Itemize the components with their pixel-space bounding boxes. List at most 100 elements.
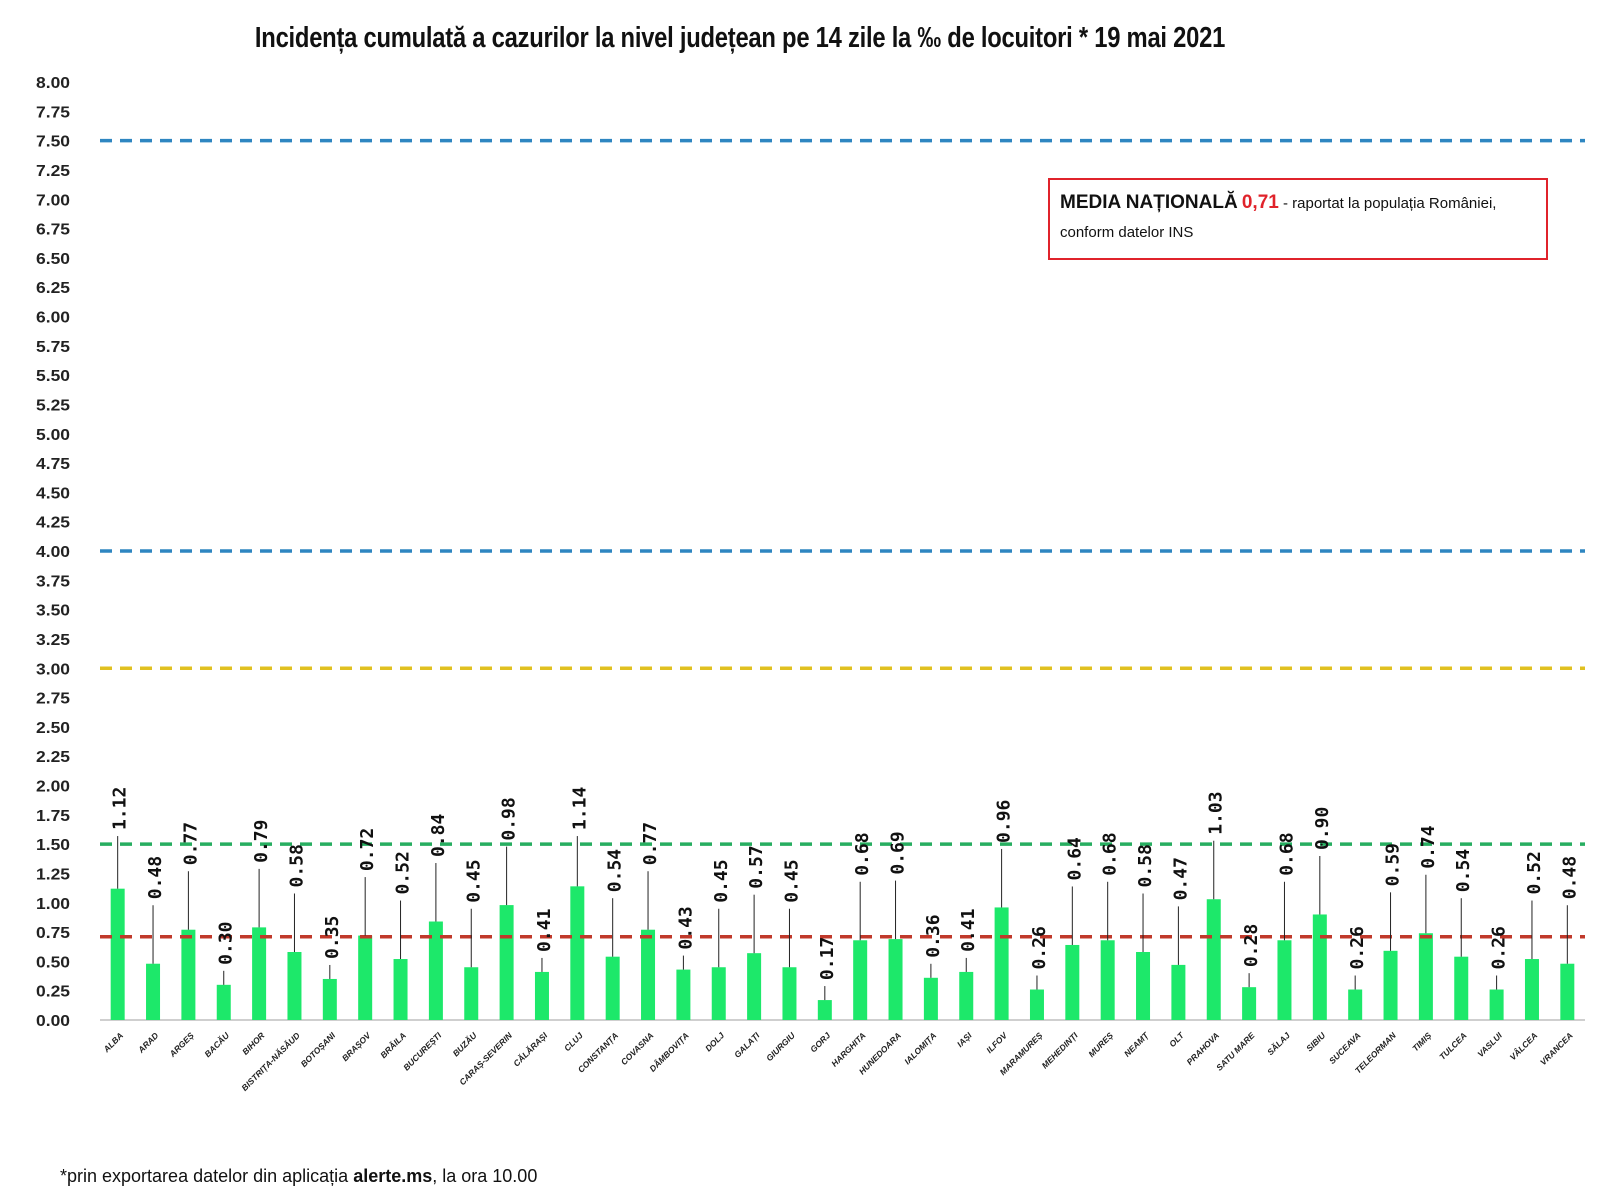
- y-tick-label: 2.00: [36, 779, 70, 796]
- bar: [428, 921, 443, 1020]
- y-tick-label: 3.75: [36, 573, 70, 590]
- bar: [1454, 956, 1469, 1020]
- annotation-text-2: conform datelor INS: [1060, 224, 1194, 241]
- bar: [252, 927, 267, 1020]
- footnote: *prin exportarea datelor din aplicația a…: [60, 1166, 537, 1187]
- data-label: 0.35: [322, 916, 343, 959]
- y-tick-label: 6.00: [36, 310, 70, 327]
- x-tick-label: CĂLĂRAȘI: [511, 1029, 550, 1068]
- bar: [1277, 940, 1292, 1020]
- footnote-prefix: *prin exportarea datelor din aplicația: [60, 1166, 354, 1186]
- bar: [1171, 964, 1186, 1020]
- x-tick-label: BUZĂU: [450, 1029, 479, 1058]
- data-label: 0.77: [640, 822, 661, 865]
- y-tick-label: 4.50: [36, 485, 70, 502]
- data-label: 0.54: [605, 849, 626, 893]
- y-tick-label: 7.25: [36, 163, 70, 180]
- data-label: 0.26: [1347, 926, 1368, 969]
- data-label: 0.79: [251, 820, 272, 863]
- x-tick-label: HARGHITA: [829, 1030, 867, 1068]
- bar: [747, 953, 762, 1020]
- national-average-annotation: MEDIA NAȚIONALĂ 0,71 - raportat la popul…: [1048, 178, 1548, 260]
- x-tick-label: SUCEAVA: [1327, 1030, 1363, 1066]
- y-tick-label: 4.25: [36, 515, 70, 532]
- data-label: 0.52: [393, 851, 414, 894]
- bar: [358, 935, 373, 1020]
- data-label: 0.68: [852, 832, 873, 875]
- x-tick-label: SĂLAJ: [1264, 1029, 1292, 1057]
- bar: [605, 956, 620, 1020]
- x-tick-label: BACĂU: [202, 1029, 232, 1059]
- footnote-bold: alerte.ms: [353, 1166, 433, 1186]
- y-tick-label: 1.00: [36, 896, 70, 913]
- data-label: 0.96: [994, 800, 1015, 843]
- x-tick-label: CLUJ: [562, 1030, 585, 1053]
- data-label: 0.26: [1489, 926, 1510, 969]
- data-label: 0.47: [1170, 857, 1191, 900]
- data-label: 0.28: [1241, 924, 1262, 967]
- y-tick-label: 1.75: [36, 808, 70, 825]
- data-label: 0.17: [817, 937, 838, 980]
- data-label: 0.48: [1559, 856, 1580, 899]
- x-tick-label: NEAMȚ: [1122, 1030, 1151, 1059]
- x-tick-label: VÂLCEA: [1507, 1030, 1539, 1062]
- x-tick-label: VRANCEA: [1538, 1030, 1575, 1067]
- data-label: 0.41: [534, 909, 555, 952]
- y-tick-label: 3.00: [36, 661, 70, 678]
- y-tick-label: 2.25: [36, 749, 70, 766]
- data-label: 1.03: [1206, 791, 1227, 834]
- y-tick-label: 3.25: [36, 632, 70, 649]
- y-tick-label: 7.50: [36, 134, 70, 151]
- bar: [641, 929, 656, 1020]
- data-label: 0.41: [958, 909, 979, 952]
- y-tick-label: 0.25: [36, 984, 70, 1001]
- bar: [1560, 963, 1575, 1020]
- data-label: 0.58: [286, 844, 307, 887]
- bar: [464, 967, 479, 1020]
- bar: [110, 888, 125, 1020]
- bar: [1206, 899, 1221, 1020]
- bar: [322, 978, 337, 1020]
- y-tick-label: 7.75: [36, 104, 70, 121]
- x-tick-label: BRAȘOV: [340, 1029, 374, 1063]
- x-tick-label: TIMIȘ: [1410, 1030, 1433, 1053]
- bar: [711, 967, 726, 1020]
- bar: [1524, 959, 1539, 1020]
- data-label: 0.36: [923, 914, 944, 957]
- x-tick-label: IAȘI: [955, 1030, 974, 1049]
- data-label: 1.12: [110, 787, 131, 830]
- data-label: 0.64: [1064, 837, 1085, 881]
- data-label: 0.68: [1100, 832, 1121, 875]
- y-tick-label: 4.75: [36, 456, 70, 473]
- data-label: 0.45: [463, 859, 484, 902]
- bar: [1136, 951, 1151, 1020]
- bar: [923, 977, 938, 1020]
- bar: [1029, 989, 1044, 1020]
- data-label: 0.54: [1453, 849, 1474, 893]
- annotation-text-1: - raportat la populația României,: [1278, 195, 1497, 212]
- data-label: 0.26: [1029, 926, 1050, 969]
- data-label: 0.52: [1524, 851, 1545, 894]
- x-tick-label: SATU MARE: [1214, 1030, 1257, 1073]
- x-tick-label: GORJ: [808, 1030, 832, 1054]
- bar: [499, 905, 514, 1020]
- footnote-suffix: , la ora 10.00: [432, 1166, 538, 1186]
- x-tick-label: GALAȚI: [732, 1030, 762, 1060]
- x-tick-label: ALBA: [101, 1030, 125, 1054]
- x-tick-label: MEHEDINȚI: [1040, 1030, 1081, 1071]
- x-tick-label: BUCUREȘTI: [401, 1030, 444, 1073]
- data-label: 0.45: [781, 859, 802, 902]
- annotation-label: MEDIA NAȚIONALĂ: [1060, 192, 1238, 213]
- bar: [1312, 914, 1327, 1020]
- data-label: 0.90: [1312, 807, 1333, 850]
- data-label: 0.58: [1135, 844, 1156, 887]
- annotation-line-1: MEDIA NAȚIONALĂ 0,71 - raportat la popul…: [1060, 188, 1536, 218]
- data-label: 0.98: [499, 797, 520, 840]
- bar: [181, 929, 196, 1020]
- x-tick-label: BIHOR: [240, 1030, 267, 1057]
- bar: [676, 969, 691, 1020]
- y-tick-label: 0.50: [36, 954, 70, 971]
- bar: [782, 967, 797, 1020]
- y-tick-label: 3.50: [36, 603, 70, 620]
